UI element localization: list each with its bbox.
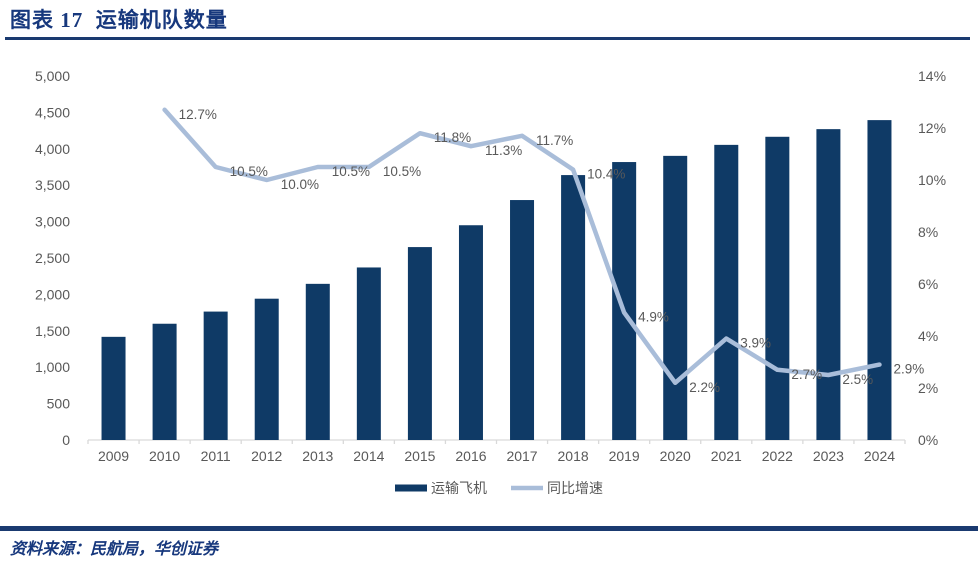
y-axis-left-label: 5,000	[35, 68, 70, 84]
y-axis-left-label: 1,500	[35, 323, 70, 339]
bar-2020	[663, 155, 688, 440]
bar-2023	[816, 129, 841, 441]
x-axis-label: 2018	[558, 448, 589, 464]
growth-label: 3.9%	[740, 336, 771, 351]
bar-2021	[714, 144, 739, 440]
x-axis-label: 2022	[762, 448, 793, 464]
x-axis-label: 2009	[98, 448, 129, 464]
y-axis-right-label: 12%	[918, 120, 946, 136]
bar-2013	[305, 283, 330, 440]
chart-svg: 0 500 1,000 1,500 2,000 2,500 3,000 3,500 4,000 4…	[35, 68, 946, 496]
y-axis-right-label: 8%	[918, 224, 938, 240]
bar-2012	[254, 298, 279, 440]
y-axis-left-label: 1,000	[35, 359, 70, 375]
y-axis-left-label: 500	[47, 396, 71, 412]
y-axis-left-label: 3,500	[35, 177, 70, 193]
x-axis-label: 2011	[201, 448, 231, 464]
x-axis-label: 2015	[404, 448, 435, 464]
bar-2010	[152, 323, 177, 440]
y-axis-right-label: 10%	[918, 172, 946, 188]
bar-2022	[765, 136, 790, 440]
x-axis-label: 2010	[149, 448, 180, 464]
y-axis-left-label: 2,000	[35, 286, 70, 302]
bar-2018	[561, 175, 586, 440]
y-axis-right-label: 4%	[918, 328, 938, 344]
y-axis-left-label: 2,500	[35, 250, 70, 266]
growth-label: 10.0%	[281, 177, 319, 192]
legend-bar-swatch	[395, 484, 427, 492]
growth-label: 10.4%	[587, 167, 625, 182]
y-axis-left-label: 4,500	[35, 104, 70, 120]
y-axis-right-label: 14%	[918, 68, 946, 84]
growth-label: 2.7%	[791, 367, 822, 382]
x-axis-label: 2014	[353, 448, 384, 464]
growth-label: 10.5%	[383, 164, 421, 179]
growth-label: 11.7%	[536, 133, 573, 148]
bar-2015	[407, 247, 432, 440]
y-axis-left-label: 0	[62, 432, 70, 448]
x-axis-label: 2013	[302, 448, 333, 464]
bar-2009	[101, 336, 126, 440]
y-axis-right-label: 6%	[918, 276, 938, 292]
bar-2017	[510, 200, 535, 440]
growth-label: 2.9%	[893, 362, 924, 377]
y-axis-left-label: 4,000	[35, 141, 70, 157]
figure-title: 图表 17 运输机队数量	[10, 8, 228, 32]
chart-area: 0 500 1,000 1,500 2,000 2,500 3,000 3,500 4,000 4…	[0, 52, 978, 514]
y-axis-right-label: 0%	[918, 432, 938, 448]
bar-2011	[203, 311, 228, 440]
growth-label: 10.5%	[230, 164, 268, 179]
source-note: 资料来源：民航局，华创证券	[10, 541, 219, 558]
growth-label: 12.7%	[179, 107, 217, 122]
growth-label: 10.5%	[332, 164, 370, 179]
growth-label: 2.5%	[842, 372, 873, 387]
y-axis-right-label: 2%	[918, 380, 938, 396]
x-axis-label: 2024	[864, 448, 895, 464]
growth-label: 2.2%	[689, 380, 720, 395]
growth-label: 11.8%	[434, 130, 471, 145]
growth-label: 4.9%	[638, 310, 669, 325]
x-axis-label: 2020	[660, 448, 691, 464]
x-axis-label: 2017	[506, 448, 537, 464]
bar-2019	[612, 162, 637, 440]
growth-label: 11.3%	[485, 143, 522, 158]
bar-2016	[458, 225, 483, 440]
x-axis-label: 2016	[455, 448, 486, 464]
legend-line-label: 同比增速	[547, 480, 603, 496]
footer-divider	[0, 526, 978, 531]
x-axis-label: 2019	[609, 448, 640, 464]
title-divider	[5, 37, 970, 40]
y-axis-left-label: 3,000	[35, 214, 70, 230]
legend-bar-label: 运输飞机	[431, 480, 487, 496]
x-axis-label: 2021	[711, 448, 742, 464]
x-axis-label: 2012	[251, 448, 282, 464]
bar-2024	[867, 120, 892, 441]
growth-line	[162, 107, 882, 386]
x-axis-label: 2023	[813, 448, 844, 464]
bar-2014	[356, 267, 381, 440]
